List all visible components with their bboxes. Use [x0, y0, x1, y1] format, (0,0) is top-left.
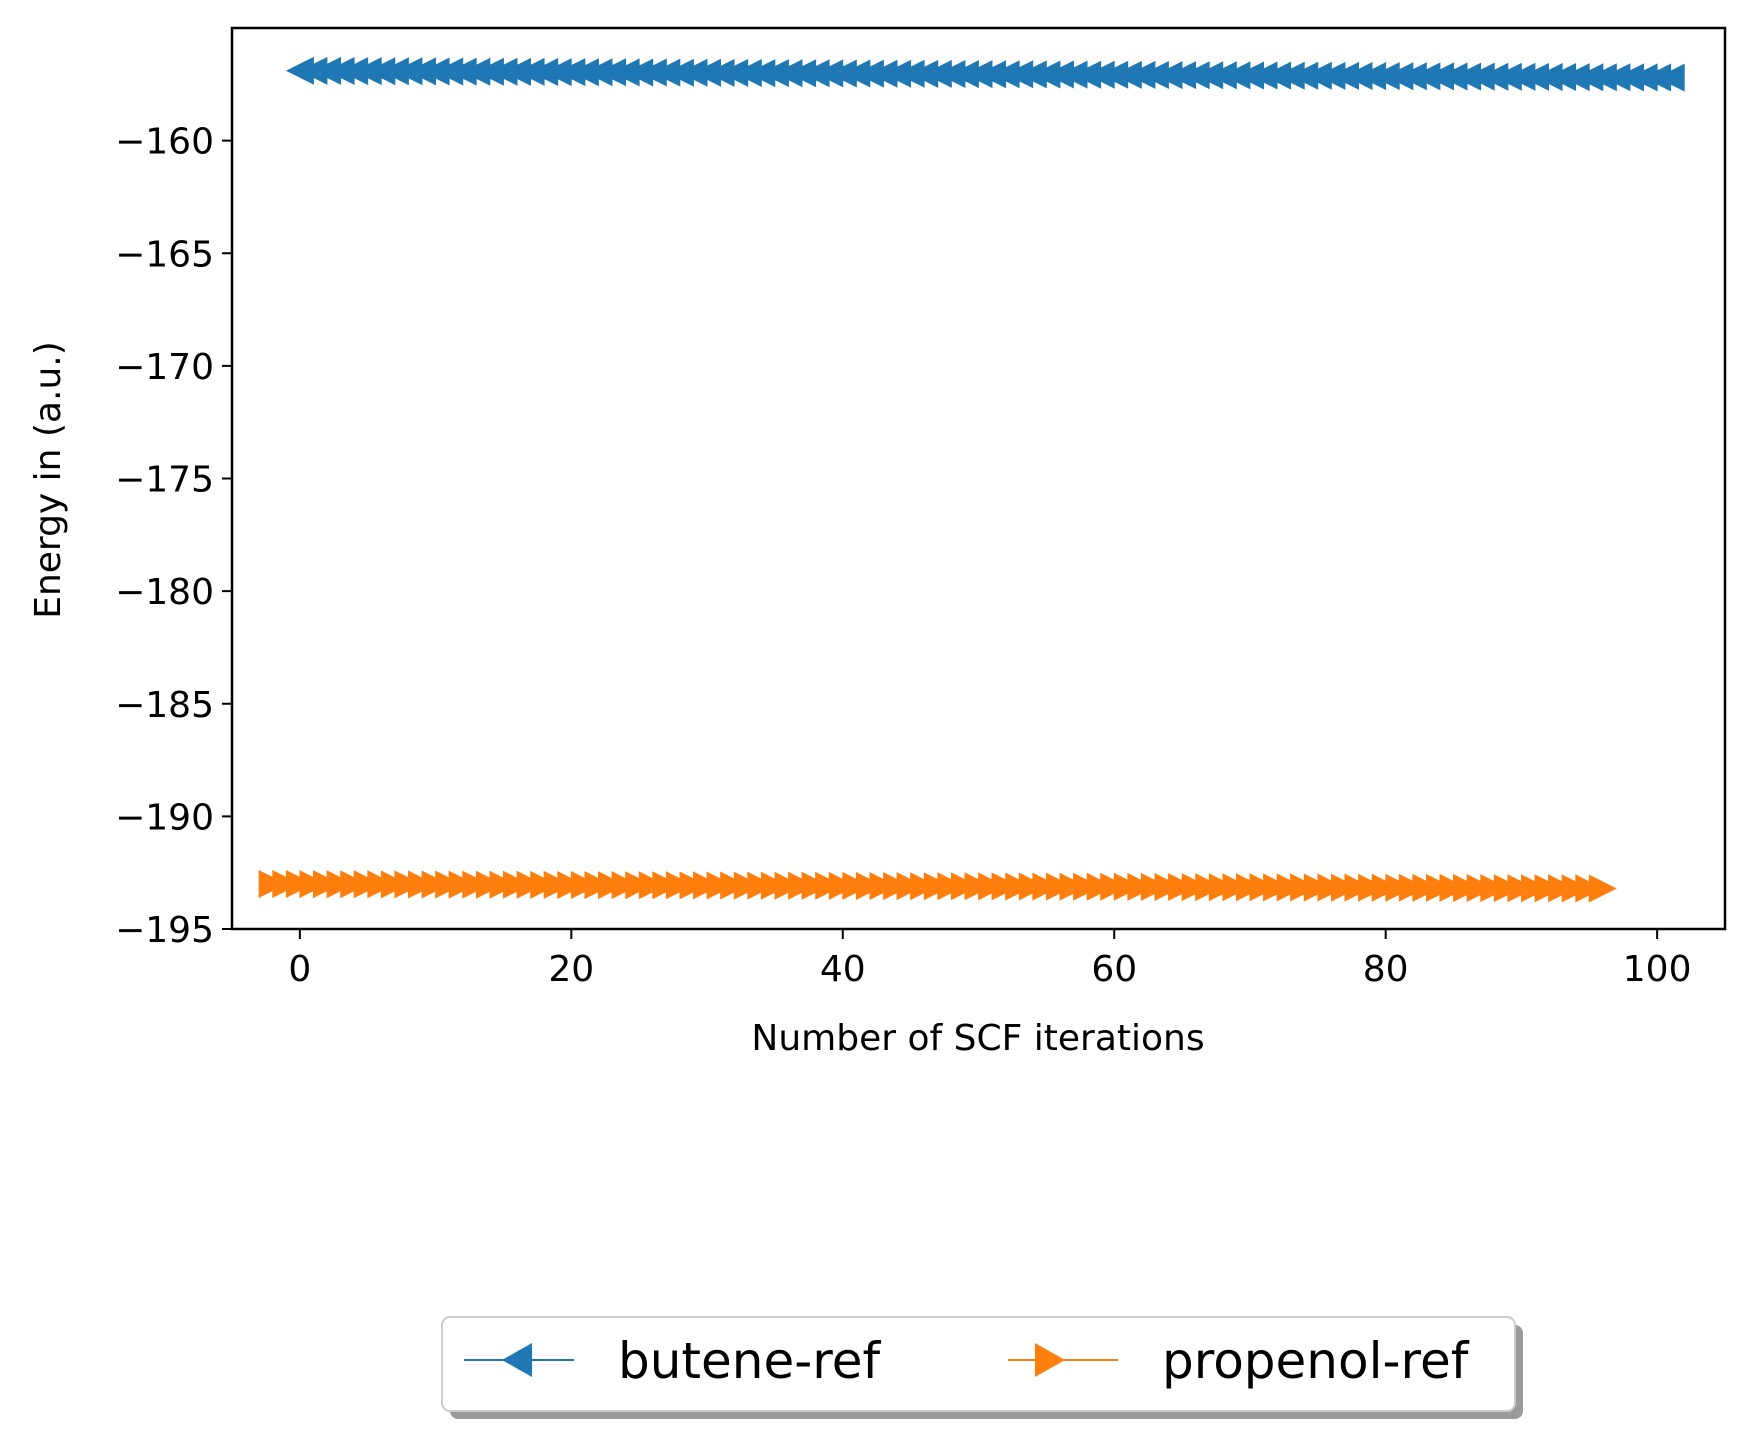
y-tick-label: −190	[115, 797, 214, 838]
y-axis-label: Energy in (a.u.)	[28, 341, 69, 619]
plot-area	[258, 56, 1685, 903]
data-point	[1656, 63, 1685, 92]
legend: butene-ref propenol-ref	[441, 1316, 1523, 1419]
y-tick-label: −180	[115, 572, 214, 613]
series-propenol-ref	[258, 870, 1617, 903]
x-tick-label: 20	[548, 949, 594, 990]
y-tick-label: −165	[115, 234, 214, 275]
axes-frame	[230, 26, 1727, 931]
series-butene-ref	[285, 56, 1685, 92]
x-tick-label: 40	[820, 949, 866, 990]
y-tick-label: −195	[115, 910, 214, 951]
y-tick-label: −170	[115, 347, 214, 388]
y-axis: −160 −165 −170 −175 −180 −185 −190 −195	[115, 122, 232, 951]
y-tick-label: −160	[115, 122, 214, 163]
x-axis-label: Number of SCF iterations	[751, 1018, 1204, 1059]
x-tick-label: 100	[1623, 949, 1692, 990]
legend-marker-propenol	[1035, 1343, 1065, 1377]
x-tick-label: 0	[288, 949, 311, 990]
legend-label-propenol: propenol-ref	[1162, 1332, 1470, 1390]
legend-label-butene: butene-ref	[618, 1332, 882, 1390]
data-point	[1588, 874, 1617, 903]
x-axis: 0 20 40 60 80 100	[288, 929, 1691, 990]
x-tick-label: 60	[1091, 949, 1137, 990]
y-tick-label: −185	[115, 685, 214, 726]
x-tick-label: 80	[1363, 949, 1409, 990]
y-tick-label: −175	[115, 460, 214, 501]
legend-box	[441, 1316, 1516, 1412]
legend-marker-butene	[502, 1343, 532, 1377]
